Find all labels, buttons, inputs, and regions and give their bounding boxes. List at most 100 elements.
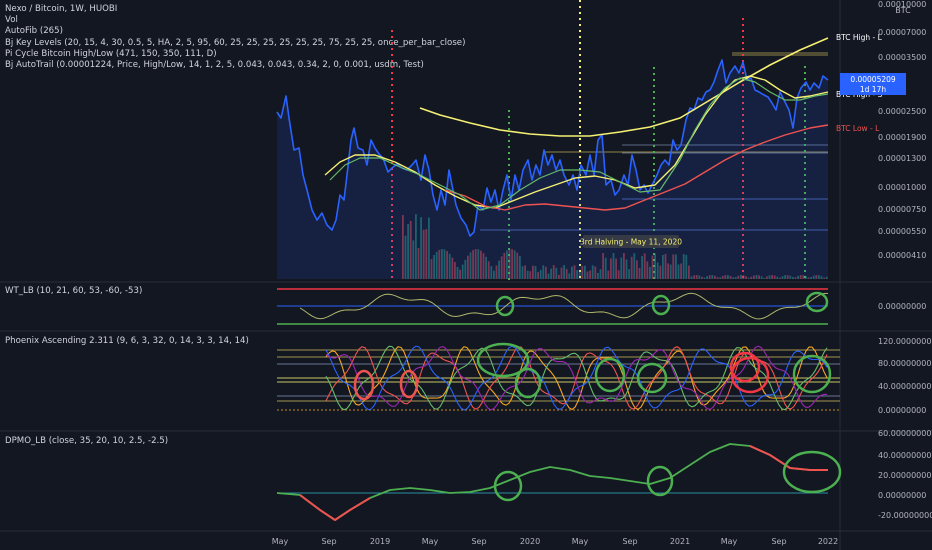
volume-bar [740, 275, 742, 279]
volume-bar [664, 253, 667, 279]
x-tick-label-4: Sep [471, 537, 486, 546]
x-tick-label-11: 2022 [818, 537, 838, 546]
volume-bar [807, 277, 810, 279]
volume-bar [646, 261, 649, 279]
dpmo-circle-0 [493, 470, 523, 502]
dpmo-tick-label-0: 60.00000000 [878, 429, 931, 438]
series-label-2: BTC Low - L [836, 124, 880, 133]
volume-bar [581, 265, 584, 279]
volume-bar [703, 277, 706, 279]
volume-bar [602, 253, 604, 279]
x-tick-label-9: May [721, 537, 738, 546]
phoenix-circle-3 [514, 367, 542, 399]
price-tick-label-7: 0.00000750 [878, 205, 926, 214]
volume-bars [402, 214, 828, 279]
volume-bar [425, 229, 428, 279]
volume-bar [688, 265, 690, 279]
dpmo-circle-1 [646, 465, 674, 497]
volume-bar [407, 224, 409, 279]
current-price-value: 0.00005209 [850, 75, 896, 84]
volume-bar [823, 277, 825, 279]
volume-bar [649, 266, 651, 279]
volume-bar [672, 254, 675, 279]
btc-high-s-line [324, 75, 829, 209]
x-tick-label-10: Sep [771, 537, 786, 546]
volume-bar [711, 275, 714, 279]
volume-bar [482, 253, 485, 279]
price-tick-label-0: 0.00010000 [878, 0, 926, 9]
volume-bar [604, 257, 607, 279]
volume-bar [521, 266, 524, 279]
current-price-countdown: 1d 17h [860, 85, 886, 94]
volume-bar [659, 265, 662, 279]
volume-bar [446, 251, 448, 279]
volume-bar [669, 264, 672, 279]
volume-bar [404, 235, 407, 279]
volume-bar [461, 264, 464, 279]
phoenix-circle-6 [729, 351, 761, 383]
volume-bar [727, 275, 729, 279]
price-tick-label-8: 0.00000550 [878, 227, 926, 236]
dpmo-pane-title: DPMO_LB (close, 35, 20, 10, 2.5, -2.5) [5, 436, 169, 446]
volume-bar [641, 256, 643, 279]
volume-bar [516, 252, 519, 279]
volume-bar [586, 271, 589, 279]
wt-line [299, 292, 829, 320]
dpmo-falling-segment [749, 445, 828, 471]
volume-bar [532, 265, 534, 279]
volume-bar [820, 276, 823, 279]
volume-bar [610, 258, 612, 279]
volume-bar [506, 250, 508, 279]
volume-bar [542, 265, 545, 279]
volume-bar [573, 265, 576, 279]
wt-pane-title: WT_LB (10, 21, 60, 53, -60, -53) [5, 286, 143, 296]
phoenix-circle-5 [636, 362, 668, 394]
header-line-0: Nexo / Bitcoin, 1W, HUOBI [5, 4, 118, 14]
wt-tick-label-0: 0.00000000 [878, 302, 926, 311]
wt-circle-2 [805, 291, 829, 313]
price-tick-label-4: 0.00001900 [878, 133, 926, 142]
volume-bar [802, 275, 805, 279]
volume-bar [771, 275, 773, 279]
volume-bar [693, 275, 695, 279]
current-price-tag [840, 73, 906, 95]
volume-bar [724, 275, 727, 279]
volume-bar [690, 276, 693, 279]
volume-bar [464, 259, 467, 279]
volume-bar [617, 270, 620, 279]
phoenix-tick-label-2: 40.00000000 [878, 382, 931, 391]
volume-bar [443, 249, 446, 279]
volume-bar [825, 276, 828, 279]
volume-bar [732, 277, 734, 279]
volume-bar [467, 255, 469, 279]
volume-bar [490, 266, 493, 279]
volume-bar [721, 275, 724, 279]
volume-bar [597, 272, 599, 279]
volume-bar [565, 268, 568, 279]
volume-bar [786, 275, 789, 279]
phoenix-circle-0 [353, 369, 375, 401]
volume-bar [545, 266, 547, 279]
volume-bar [513, 250, 516, 279]
price-tick-label-6: 0.00001000 [878, 183, 926, 192]
price-tick-label-1: 0.00007000 [878, 28, 926, 37]
volume-bar [656, 262, 659, 279]
volume-bar [763, 277, 766, 279]
volume-bar [680, 263, 682, 279]
volume-bar [734, 277, 737, 279]
volume-bar [487, 261, 490, 279]
volume-bar [456, 267, 459, 279]
halving-annotation-box [583, 235, 679, 248]
volume-bar [784, 275, 786, 279]
volume-bar [633, 253, 636, 279]
volume-bar [477, 249, 480, 279]
volume-bar [417, 247, 420, 279]
volume-bar [560, 267, 563, 279]
phoenix-tick-label-0: 120.00000000 [878, 337, 932, 346]
dpmo-circle-2 [782, 450, 842, 494]
volume-bar [799, 275, 802, 279]
volume-bar [412, 240, 415, 279]
volume-bar [667, 263, 669, 279]
volume-bar [789, 275, 792, 279]
